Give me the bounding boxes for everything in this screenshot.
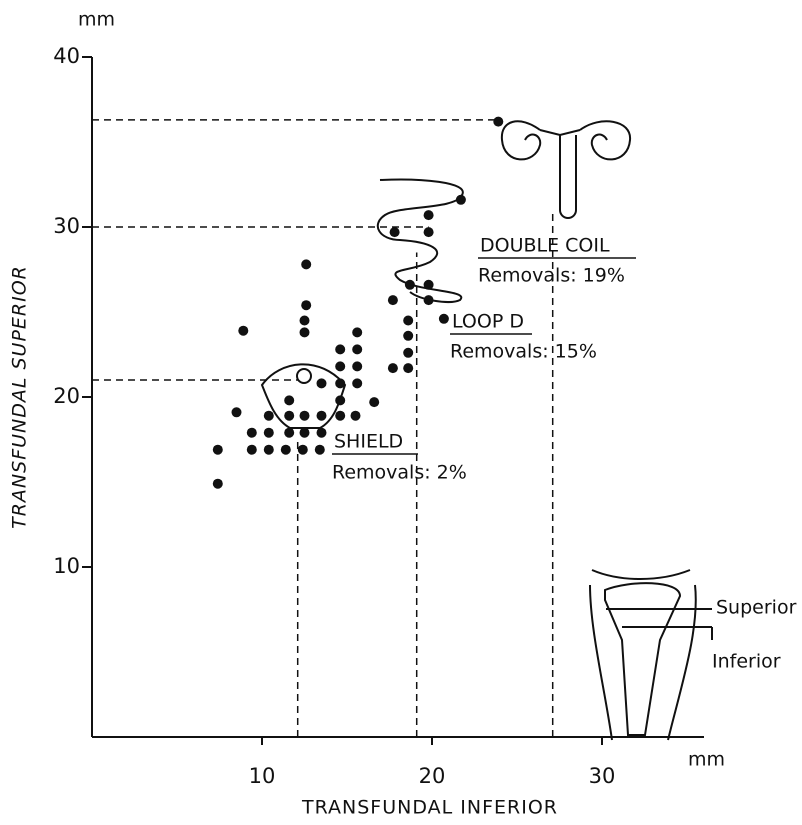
point: [300, 316, 310, 326]
point: [247, 428, 257, 438]
point: [300, 411, 310, 421]
point: [213, 479, 223, 489]
annotation: Removals: 15%: [450, 341, 597, 363]
annotation: DOUBLE COIL: [480, 235, 610, 257]
x-axis-label: TRANSFUNDAL INFERIOR: [301, 797, 558, 819]
point: [335, 378, 345, 388]
point: [284, 395, 294, 405]
point: [264, 411, 274, 421]
y-tick-label: 10: [53, 554, 80, 578]
annotation: Removals: 2%: [332, 462, 467, 484]
double-coil-icon: [502, 121, 630, 218]
point: [493, 117, 503, 127]
point: [298, 445, 308, 455]
point: [456, 195, 466, 205]
point: [284, 428, 294, 438]
point: [390, 227, 400, 237]
point: [317, 411, 327, 421]
annotation: LOOP D: [452, 311, 524, 333]
point: [284, 411, 294, 421]
point: [424, 295, 434, 305]
point: [388, 295, 398, 305]
point: [247, 445, 257, 455]
annotation: Superior: [716, 597, 797, 619]
point: [264, 428, 274, 438]
point: [424, 280, 434, 290]
uterus-icon: [590, 570, 712, 740]
point: [439, 314, 449, 324]
point: [352, 361, 362, 371]
annotation: Removals: 19%: [478, 265, 625, 287]
point: [403, 331, 413, 341]
point: [264, 445, 274, 455]
point: [300, 428, 310, 438]
y-tick-label: 30: [53, 214, 80, 238]
point: [403, 316, 413, 326]
point: [335, 395, 345, 405]
point: [335, 344, 345, 354]
y-axis-label: TRANSFUNDAL SUPERIOR: [9, 265, 31, 529]
x-tick-label: 30: [589, 764, 616, 788]
point: [315, 445, 325, 455]
point: [301, 259, 311, 269]
x-tick-label: 20: [419, 764, 446, 788]
point: [405, 280, 415, 290]
annotation: Inferior: [712, 651, 781, 673]
point: [301, 300, 311, 310]
x-tick-label: 10: [249, 764, 276, 788]
point: [317, 428, 327, 438]
point: [352, 378, 362, 388]
y-tick-label: 20: [53, 384, 80, 408]
chart: mm mm TRANSFUNDAL INFERIOR TRANSFUNDAL S…: [0, 0, 802, 825]
point: [351, 411, 361, 421]
point: [335, 411, 345, 421]
annotation: SHIELD: [334, 431, 403, 453]
point: [213, 445, 223, 455]
point: [300, 327, 310, 337]
point: [403, 363, 413, 373]
y-tick-label: 40: [53, 44, 80, 68]
point: [232, 407, 242, 417]
loop-d-icon: [378, 180, 463, 302]
point: [403, 348, 413, 358]
point: [335, 361, 345, 371]
point: [424, 227, 434, 237]
point: [369, 397, 379, 407]
y-unit: mm: [78, 9, 115, 31]
point: [424, 210, 434, 220]
point: [317, 378, 327, 388]
point: [281, 445, 291, 455]
point: [352, 327, 362, 337]
point: [388, 363, 398, 373]
x-unit: mm: [688, 749, 725, 771]
point: [238, 326, 248, 336]
point: [352, 344, 362, 354]
